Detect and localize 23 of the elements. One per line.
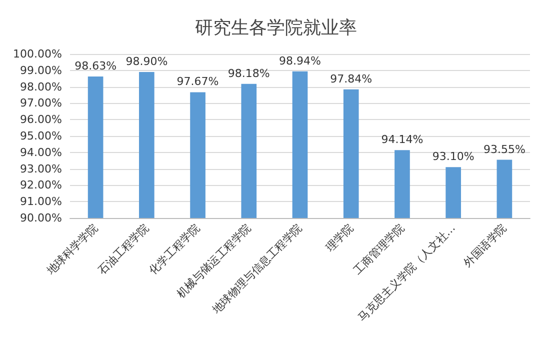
x-tick-label: 外国语学院 [460, 221, 510, 270]
data-label: 93.55% [483, 142, 526, 156]
y-tick-label: 99.00% [20, 64, 62, 77]
data-label: 98.63% [74, 59, 117, 72]
data-label: 97.84% [330, 72, 372, 86]
y-tick-label: 90.00% [20, 212, 62, 224]
y-tick-label: 96.00% [20, 113, 62, 126]
y-tick-label: 92.00% [20, 178, 62, 192]
y-tick-label: 100.00% [13, 48, 62, 60]
x-tick-label: 理学院 [323, 221, 356, 254]
y-tick-label: 95.00% [20, 130, 62, 142]
data-label: 98.94% [279, 54, 321, 68]
y-tick-label: 91.00% [20, 195, 62, 208]
data-label: 93.10% [432, 150, 474, 164]
y-tick-label: 97.00% [20, 96, 62, 110]
y-tick-label: 93.00% [20, 162, 62, 176]
data-label: 97.67% [176, 75, 219, 88]
chart-title: 研究生各学院就业率 [195, 18, 357, 38]
data-label: 98.18% [228, 66, 270, 80]
y-tick-label: 98.00% [20, 80, 62, 94]
data-label: 98.90% [126, 55, 168, 68]
y-tick-label: 94.00% [20, 146, 62, 159]
data-label: 94.14% [381, 133, 424, 146]
